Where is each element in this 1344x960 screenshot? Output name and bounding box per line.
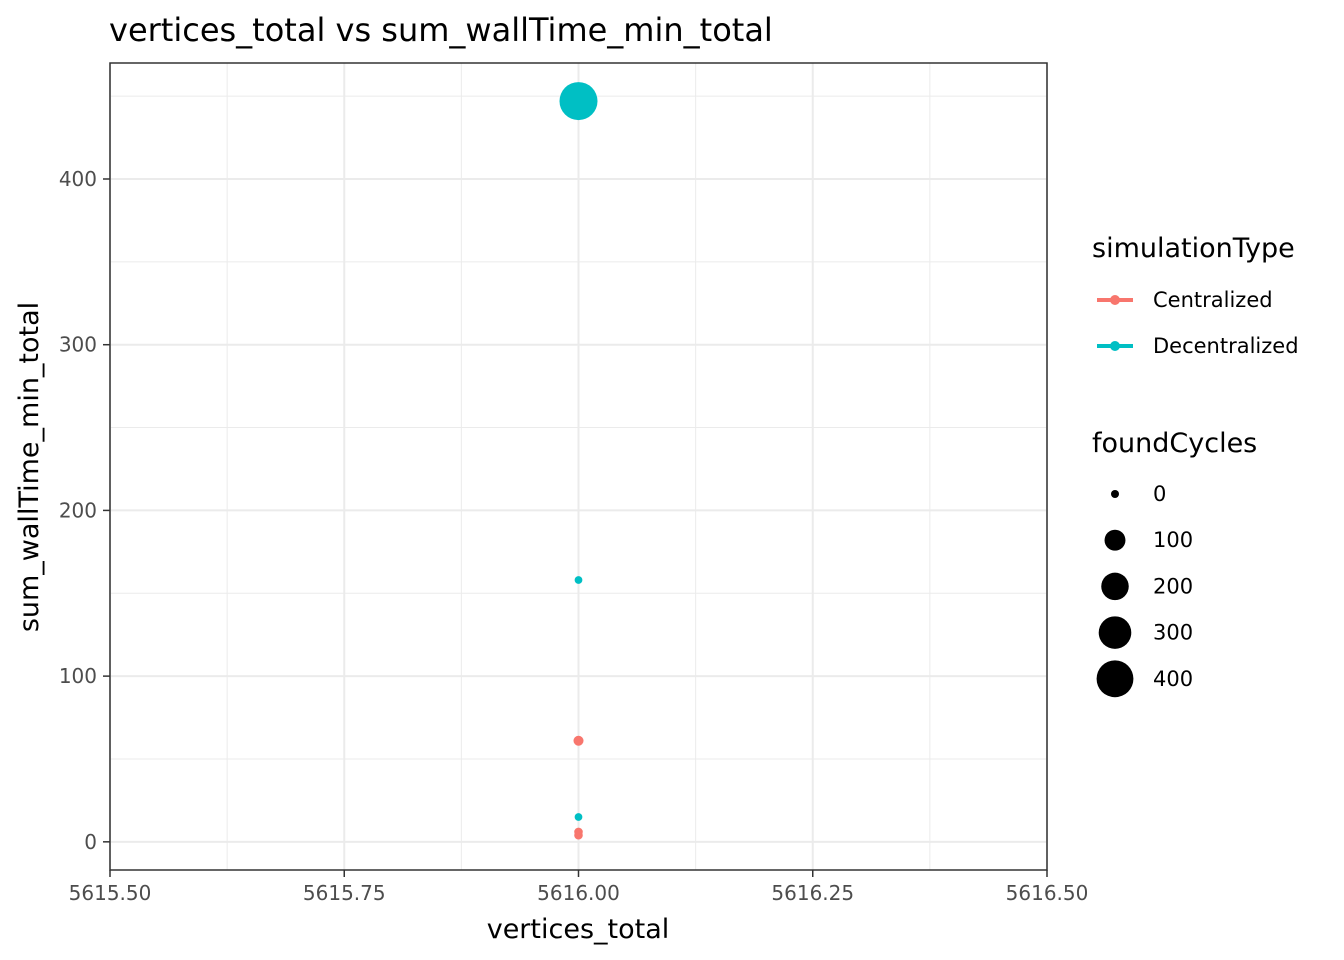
legend-key-point [1110,341,1120,351]
size-legend-label: 100 [1153,528,1193,552]
y-tick-label: 300 [59,333,97,357]
x-tick-label: 5616.50 [1006,881,1089,905]
y-tick-label: 200 [59,498,97,522]
legend-size-key [1101,572,1129,601]
size-legend-label: 400 [1153,667,1193,691]
data-point [574,576,583,584]
axes: 5615.50 5615.75 5616.00 5616.25 5616.50 0 100 2… [59,167,1089,905]
legend-size-key [1098,616,1132,649]
legend-size-key [1096,660,1134,698]
x-tick-label: 5615.50 [69,881,152,905]
y-tick-label: 100 [59,664,97,688]
color-legend-title: simulationType [1092,233,1295,264]
legend-size-key [1111,490,1119,498]
data-point [573,735,584,746]
y-tick-label: 0 [84,830,97,854]
data-point [574,830,583,840]
x-tick-label: 5616.00 [537,881,620,905]
x-tick-label: 5615.75 [303,881,386,905]
x-axis-title: vertices_total [487,914,670,945]
data-points [559,82,598,840]
size-legend-label: 200 [1153,574,1193,598]
size-legend-label: 300 [1153,621,1193,645]
data-point [559,82,598,121]
legend: simulationType foundCycles Centralized De… [1092,233,1299,698]
y-axis-title: sum_wallTime_min_total [14,302,45,632]
size-legend-title: foundCycles [1092,428,1257,459]
legend-size-key [1104,529,1126,551]
size-legend-label: 0 [1153,482,1166,506]
x-tick-label: 5616.25 [771,881,854,905]
y-tick-label: 400 [59,167,97,191]
color-legend-label: Decentralized [1153,334,1299,358]
data-point [574,813,583,821]
legend-key-point [1110,295,1120,305]
color-legend-label: Centralized [1153,288,1273,312]
chart-title: vertices_total vs sum_wallTime_min_total [109,11,773,49]
